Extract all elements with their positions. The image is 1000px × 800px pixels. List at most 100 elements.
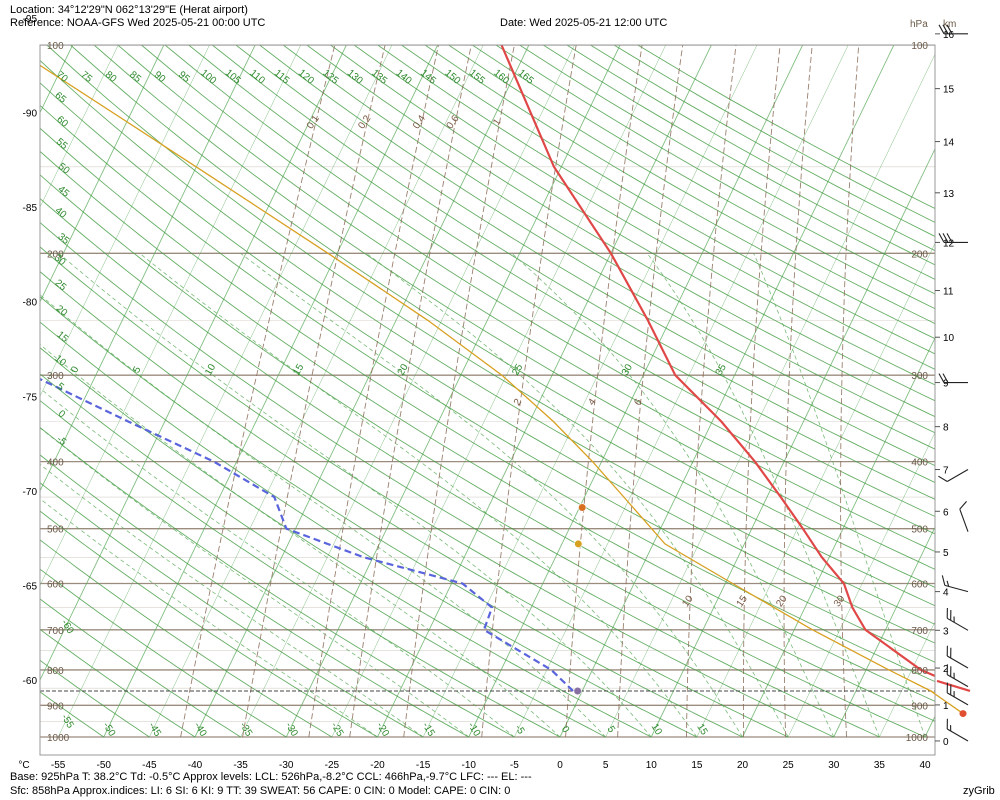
mixing-ratio-label: 6 — [632, 397, 644, 408]
pressure-label-left: 100 — [47, 41, 64, 52]
dry-adiabat-line — [282, 45, 935, 434]
x-tick-label: 10 — [646, 760, 658, 771]
x-tick-label: -55 — [51, 760, 66, 771]
dry-adiabat-line — [40, 598, 241, 738]
dry-adiabat-line — [40, 482, 424, 738]
km-tick-label: 11 — [943, 287, 954, 298]
km-tick-label: 9 — [943, 379, 949, 390]
left-temp-tick: -60 — [23, 676, 38, 687]
km-tick-label: 5 — [943, 548, 949, 559]
dry-adiabat-line — [40, 197, 926, 738]
hpa-unit-label: hPa — [910, 19, 928, 30]
mixing-ratio-line — [743, 45, 781, 737]
km-tick-label: 0 — [943, 737, 949, 748]
wind-barb — [938, 373, 968, 384]
wind-barb-flag — [946, 233, 953, 243]
wind-barb-half-flag — [950, 725, 952, 732]
pressure-label-right: 300 — [911, 371, 928, 382]
pressure-label-right: 600 — [911, 579, 928, 590]
wind-barb — [946, 607, 969, 631]
dry-adiabat-line — [235, 45, 935, 467]
wind-barb-flag — [946, 664, 948, 675]
pressure-label-right: 1000 — [906, 733, 929, 744]
dewpoint-curve — [40, 377, 574, 692]
dry-adiabat-line — [40, 347, 652, 738]
isotherm-line — [787, 431, 935, 738]
wind-barb-flag — [946, 718, 948, 730]
level-marker-lcl — [574, 539, 583, 549]
overflow-marks — [930, 679, 971, 718]
isotherm-line — [514, 45, 849, 738]
moist-adiabat-label: 30 — [620, 362, 635, 378]
moist-adiabat-label: 5 — [131, 364, 144, 375]
x-tick-label: -30 — [279, 760, 294, 771]
x-tick-label: 40 — [919, 760, 931, 771]
base-marker — [959, 710, 967, 718]
isotherm-line — [468, 45, 804, 738]
pressure-label-right: 800 — [911, 666, 928, 677]
moist-adiabat-line — [366, 252, 789, 738]
level-marker-ccl — [578, 503, 587, 512]
pressure-label-left: 200 — [47, 249, 64, 260]
dry-adiabat-line — [40, 510, 378, 738]
sounding-curves — [40, 45, 935, 696]
wind-barb-shaft — [959, 508, 969, 532]
mixing-ratio-line — [685, 45, 737, 738]
isotherm-line — [331, 45, 666, 738]
km-tick-label: 4 — [943, 588, 949, 599]
isotherm-line — [285, 45, 621, 738]
isotherm-line — [605, 53, 935, 738]
left-temp-tick: -65 — [23, 581, 38, 592]
wind-barbs — [938, 24, 969, 742]
x-tick-label: -10 — [462, 760, 477, 771]
isotherm-line — [377, 45, 712, 738]
wind-barb-flag — [938, 475, 948, 482]
reference-text: Reference: NOAA-GFS Wed 2025-05-21 00:00… — [10, 17, 266, 29]
dry-adiabat-line — [40, 221, 880, 738]
isotherm-line — [924, 715, 935, 738]
wind-barb-flag — [938, 233, 945, 243]
wind-barb-shaft — [946, 674, 969, 688]
wind-barb-flag — [938, 373, 945, 383]
wind-barb-flag — [938, 24, 945, 35]
dry-adiabat-line — [40, 373, 606, 738]
wind-barb-shaft — [946, 655, 969, 669]
isotherm-line — [650, 147, 935, 738]
dry-adiabat-line — [40, 271, 789, 738]
dry-adiabat-line — [141, 45, 935, 535]
isotherm-line — [696, 242, 935, 738]
dry-adiabat-line — [40, 539, 333, 738]
wind-barb-flag — [950, 609, 952, 621]
wind-barb-shaft — [946, 617, 969, 631]
wind-barb-shaft — [946, 469, 969, 482]
pressure-label-left: 900 — [47, 701, 64, 712]
km-tick-label: 15 — [943, 85, 955, 96]
wind-barb — [946, 682, 969, 706]
moist-adiabat-line — [40, 427, 470, 738]
moist-adiabat-line — [646, 253, 880, 738]
wind-barb-flag — [959, 501, 967, 510]
x-tick-label: 5 — [603, 760, 609, 771]
wind-barb — [946, 664, 969, 688]
moist-adiabat-line — [511, 252, 835, 738]
isotherm-line — [103, 45, 439, 738]
pressure-label-left: 800 — [47, 666, 64, 677]
mixing-ratio-line — [840, 45, 860, 738]
isotherm-line — [559, 45, 895, 738]
pressure-label-left: 500 — [47, 525, 64, 536]
x-tick-label: 30 — [828, 760, 840, 771]
location-text: Location: 34°12'29"N 062°13'29"E (Herat … — [10, 4, 248, 16]
dry-adiabat-line — [188, 45, 935, 500]
dry-adiabat-label: 5 — [54, 381, 66, 393]
pressure-label-right: 900 — [911, 701, 928, 712]
pressure-label-right: 200 — [911, 249, 928, 260]
date-text: Date: Wed 2025-05-21 12:00 UTC — [500, 17, 668, 29]
dry-adiabat-line — [40, 628, 196, 738]
pressure-label-right: 500 — [911, 525, 928, 536]
mixing-ratio-label: 1 — [491, 117, 503, 128]
km-unit-label: km — [943, 19, 956, 30]
x-tick-label: -35 — [233, 760, 248, 771]
moist-adiabat-line — [139, 252, 698, 738]
dry-adiabat-line — [40, 321, 698, 738]
moist-adiabat-label: 0 — [69, 364, 82, 375]
